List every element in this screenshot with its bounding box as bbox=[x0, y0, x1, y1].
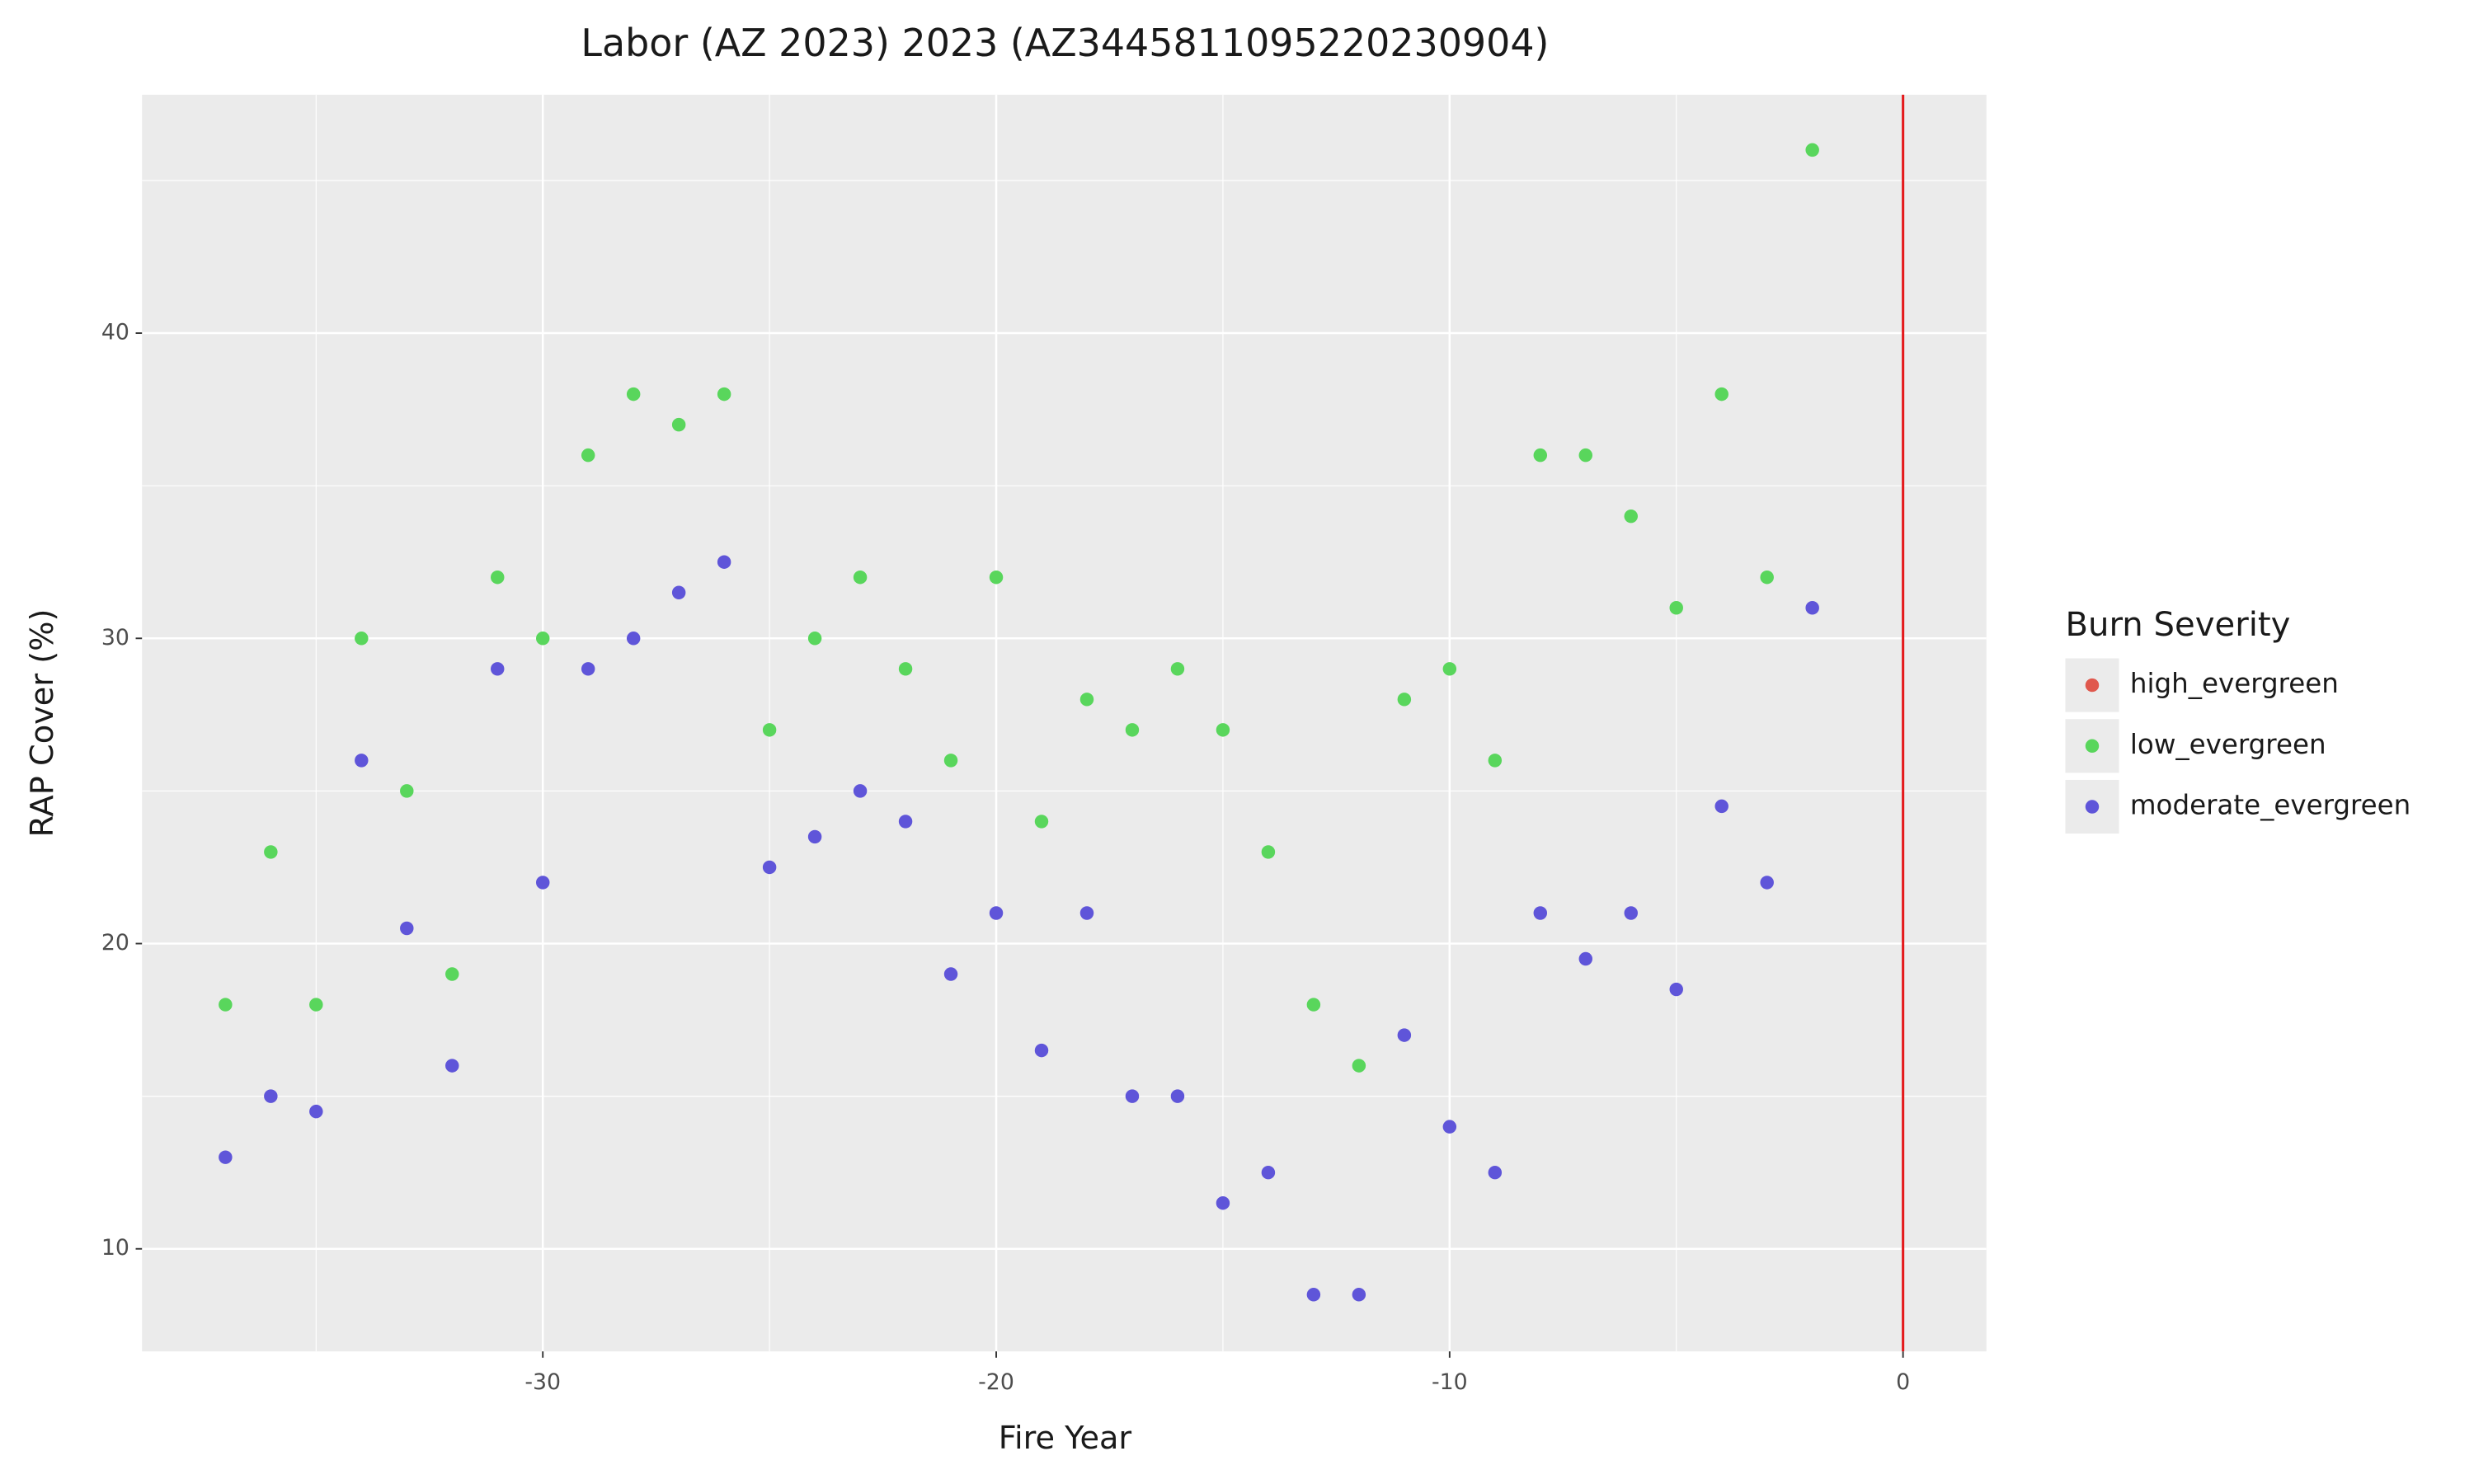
point bbox=[1488, 1165, 1503, 1180]
x-axis-label: Fire Year bbox=[999, 1420, 1132, 1457]
point bbox=[355, 632, 369, 646]
point bbox=[989, 571, 1004, 585]
point bbox=[1805, 601, 1819, 615]
point bbox=[581, 662, 595, 676]
point bbox=[1714, 799, 1729, 814]
legend-marker bbox=[2085, 739, 2100, 754]
point bbox=[1533, 906, 1548, 920]
point bbox=[1034, 1043, 1049, 1058]
point bbox=[581, 448, 595, 463]
point bbox=[943, 754, 958, 768]
x-tick-label: -30 bbox=[524, 1369, 561, 1395]
point bbox=[1261, 1165, 1276, 1180]
point bbox=[1170, 662, 1185, 676]
legend-label: moderate_evergreen bbox=[2130, 790, 2411, 821]
point bbox=[1216, 723, 1230, 737]
point bbox=[1352, 1288, 1366, 1302]
y-tick-label: 20 bbox=[101, 930, 129, 956]
point bbox=[1805, 143, 1819, 157]
point bbox=[309, 1104, 323, 1119]
legend-title: Burn Severity bbox=[2065, 606, 2290, 644]
point bbox=[1306, 1288, 1321, 1302]
point bbox=[219, 998, 233, 1012]
point bbox=[1442, 662, 1457, 676]
point bbox=[264, 1089, 278, 1103]
y-tick-label: 40 bbox=[101, 320, 129, 345]
point bbox=[1306, 998, 1321, 1012]
point bbox=[717, 555, 731, 569]
point bbox=[1397, 1028, 1412, 1042]
point bbox=[898, 662, 913, 676]
point bbox=[762, 860, 777, 875]
legend-label: high_evergreen bbox=[2130, 668, 2339, 699]
point bbox=[807, 632, 822, 646]
point bbox=[355, 754, 369, 768]
point bbox=[491, 571, 505, 585]
point bbox=[1352, 1059, 1366, 1073]
point bbox=[1624, 509, 1638, 524]
point bbox=[1079, 693, 1094, 707]
point bbox=[264, 845, 278, 859]
point bbox=[309, 998, 323, 1012]
point bbox=[853, 571, 868, 585]
point bbox=[1669, 982, 1683, 997]
point bbox=[1125, 723, 1140, 737]
point bbox=[400, 921, 414, 936]
point bbox=[1397, 693, 1412, 707]
y-tick-label: 10 bbox=[101, 1235, 129, 1261]
point bbox=[1624, 906, 1638, 920]
point bbox=[445, 967, 459, 981]
point bbox=[1170, 1089, 1185, 1103]
point bbox=[898, 815, 913, 829]
point bbox=[807, 829, 822, 844]
point bbox=[943, 967, 958, 981]
point bbox=[1261, 845, 1276, 859]
point bbox=[535, 876, 550, 890]
legend-label: low_evergreen bbox=[2130, 729, 2326, 760]
legend-marker bbox=[2085, 800, 2100, 814]
plot-background bbox=[142, 94, 1987, 1352]
point bbox=[1533, 448, 1548, 463]
point bbox=[445, 1059, 459, 1073]
x-tick-label: 0 bbox=[1896, 1369, 1910, 1395]
x-tick-label: -10 bbox=[1432, 1369, 1468, 1395]
point bbox=[219, 1150, 233, 1164]
point bbox=[671, 417, 686, 432]
legend-marker bbox=[2085, 678, 2100, 693]
point bbox=[1034, 815, 1049, 829]
point bbox=[717, 387, 731, 402]
point bbox=[1578, 951, 1593, 966]
point bbox=[1125, 1089, 1140, 1103]
point bbox=[1714, 387, 1729, 402]
point bbox=[400, 784, 414, 798]
point bbox=[671, 585, 686, 599]
point bbox=[1216, 1195, 1230, 1210]
point bbox=[626, 387, 641, 402]
point bbox=[535, 632, 550, 646]
point bbox=[626, 632, 641, 646]
chart-title: Labor (AZ 2023) 2023 (AZ3445811095220230… bbox=[581, 21, 1549, 65]
point bbox=[1669, 601, 1683, 615]
x-tick-label: -20 bbox=[978, 1369, 1014, 1395]
point bbox=[1760, 876, 1774, 890]
point bbox=[1488, 754, 1503, 768]
point bbox=[1760, 571, 1774, 585]
point bbox=[853, 784, 868, 798]
point bbox=[1442, 1120, 1457, 1134]
point bbox=[989, 906, 1004, 920]
point bbox=[491, 662, 505, 676]
y-axis-label: RAP Cover (%) bbox=[24, 609, 61, 838]
point bbox=[762, 723, 777, 737]
point bbox=[1578, 448, 1593, 463]
point bbox=[1079, 906, 1094, 920]
y-tick-label: 30 bbox=[101, 625, 129, 650]
